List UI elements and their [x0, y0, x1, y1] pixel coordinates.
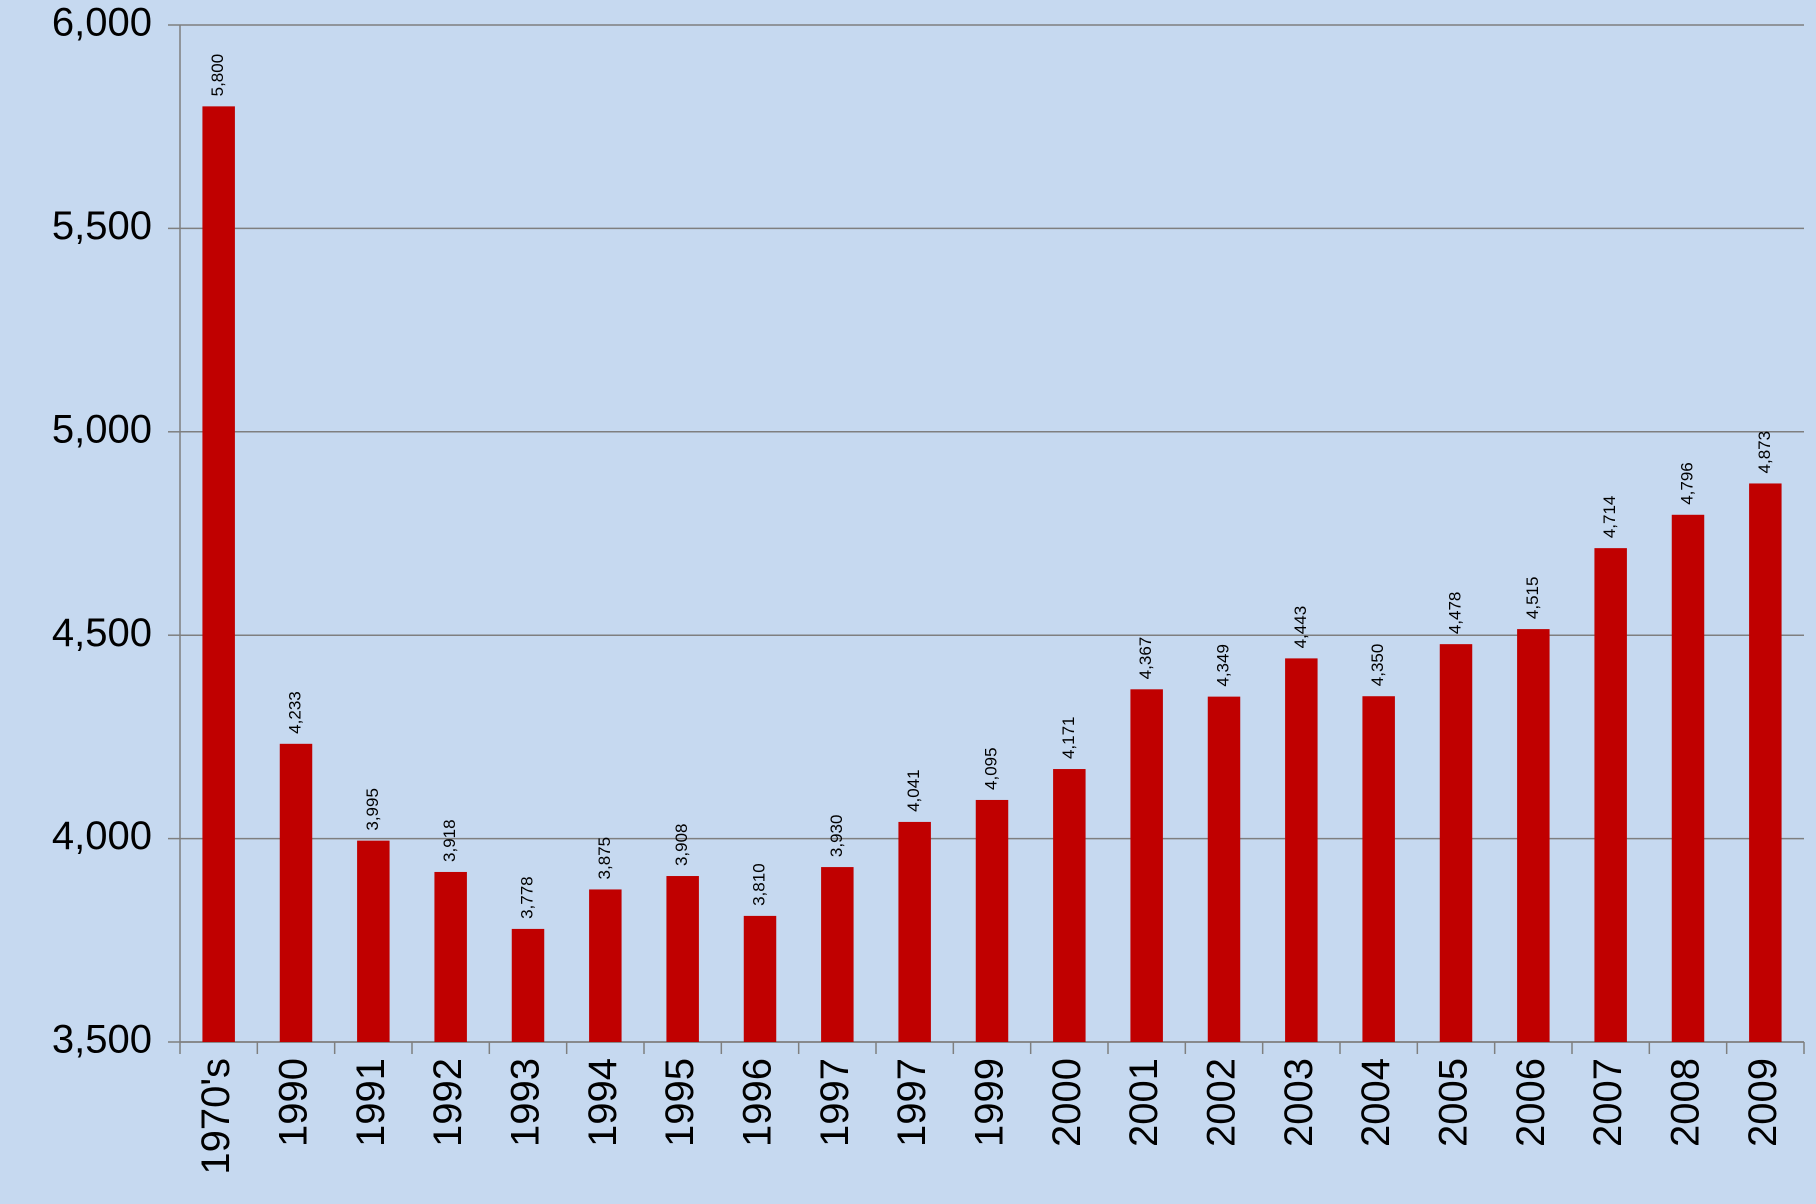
- x-tick-label: 1970's: [194, 1058, 238, 1175]
- x-tick-label: 1993: [504, 1058, 548, 1147]
- bar: [1439, 644, 1473, 1042]
- value-label: 4,515: [1523, 577, 1542, 620]
- bar: [1130, 689, 1163, 1042]
- x-tick-label: 1994: [581, 1058, 625, 1147]
- bar: [1362, 696, 1395, 1042]
- x-tick-label: 1991: [349, 1058, 393, 1147]
- x-tick-label: 1999: [968, 1058, 1012, 1147]
- value-label: 4,041: [904, 769, 923, 812]
- bar: [434, 871, 467, 1042]
- bar: [1749, 483, 1782, 1042]
- x-tick-label: 1996: [736, 1058, 780, 1147]
- bar: [1053, 769, 1086, 1042]
- value-label: 3,930: [827, 815, 846, 858]
- y-tick-label: 4,500: [52, 611, 152, 655]
- value-label: 4,443: [1291, 606, 1310, 649]
- bar: [511, 928, 545, 1042]
- value-label: 4,796: [1677, 462, 1696, 505]
- value-label: 4,095: [981, 747, 1000, 790]
- x-tick-label: 1995: [658, 1058, 702, 1147]
- value-label: 4,873: [1755, 431, 1774, 474]
- value-label: 4,233: [285, 691, 304, 734]
- bar: [202, 106, 235, 1043]
- bar: [743, 915, 777, 1042]
- value-label: 3,778: [517, 876, 536, 919]
- bar: [1207, 696, 1241, 1042]
- x-tick-label: 2005: [1432, 1058, 1476, 1147]
- x-tick-label: 2006: [1509, 1058, 1553, 1147]
- x-tick-label: 2007: [1586, 1058, 1630, 1147]
- value-label: 4,367: [1136, 637, 1155, 680]
- value-label: 4,171: [1059, 716, 1078, 759]
- x-tick-label: 2008: [1664, 1058, 1708, 1147]
- value-label: 4,714: [1600, 496, 1619, 539]
- bar: [821, 867, 854, 1042]
- x-tick-label: 2003: [1277, 1058, 1321, 1147]
- bar: [666, 876, 699, 1042]
- x-tick-label: 1997: [890, 1058, 934, 1147]
- bar: [898, 821, 931, 1042]
- value-label: 3,995: [363, 788, 382, 831]
- x-tick-label: 2000: [1045, 1058, 1089, 1147]
- y-tick-label: 5,000: [52, 407, 152, 451]
- bar: [589, 889, 622, 1042]
- x-tick-label: 2001: [1122, 1058, 1166, 1147]
- bar: [279, 743, 313, 1042]
- value-label: 4,349: [1213, 644, 1232, 687]
- y-tick-label: 3,500: [52, 1018, 152, 1062]
- value-label: 4,350: [1368, 644, 1387, 687]
- bar: [1594, 548, 1627, 1042]
- value-label: 3,810: [749, 863, 768, 906]
- x-tick-label: 2004: [1354, 1058, 1398, 1147]
- y-tick-label: 4,000: [52, 814, 152, 858]
- bar: [975, 799, 1009, 1042]
- x-tick-label: 1992: [426, 1058, 470, 1147]
- x-tick-label: 2009: [1741, 1058, 1785, 1147]
- bar: [1285, 658, 1318, 1042]
- x-tick-label: 1990: [272, 1058, 316, 1147]
- value-label: 5,800: [208, 54, 227, 97]
- value-label: 4,478: [1445, 592, 1464, 635]
- bar: [357, 840, 390, 1042]
- bar: [1517, 629, 1550, 1042]
- x-tick-label: 2002: [1200, 1058, 1244, 1147]
- y-tick-label: 5,500: [52, 204, 152, 248]
- value-label: 3,918: [440, 819, 459, 862]
- value-label: 3,908: [672, 823, 691, 866]
- x-tick-label: 1997: [813, 1058, 857, 1147]
- y-tick-label: 6,000: [52, 1, 152, 45]
- bar: [1671, 514, 1705, 1042]
- value-label: 3,875: [595, 837, 614, 880]
